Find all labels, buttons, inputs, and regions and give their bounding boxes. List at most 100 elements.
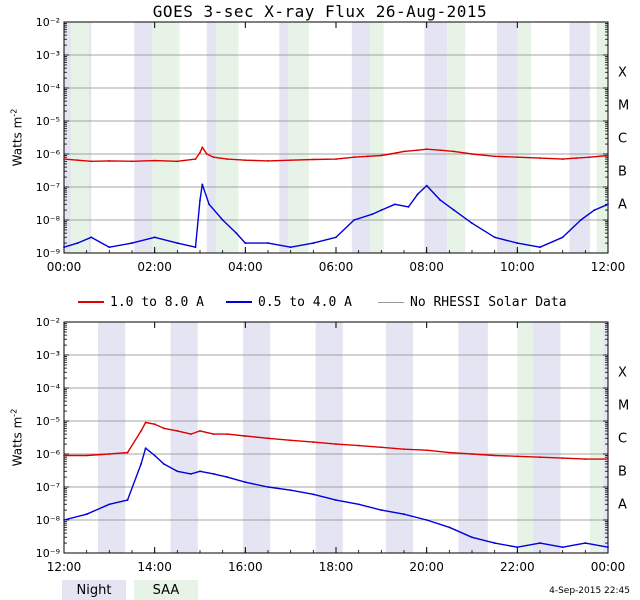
y-tick-label: 10⁻⁶ — [36, 148, 61, 161]
night-band — [351, 22, 370, 253]
point-short — [312, 242, 315, 244]
saa-band — [288, 22, 309, 253]
saa-band — [517, 22, 531, 253]
point-short — [416, 193, 419, 196]
point-long — [63, 454, 65, 457]
point-long — [199, 151, 201, 154]
point-long — [153, 423, 156, 426]
point-short — [176, 470, 179, 473]
night-band — [385, 322, 414, 553]
point-short — [335, 499, 337, 502]
night-band — [603, 322, 608, 553]
y-axis-label-text: Watts m — [10, 416, 25, 467]
legend-swatch-long — [78, 301, 104, 303]
point-long — [516, 156, 519, 159]
timestamp: 4-Sep-2015 22:45 — [549, 586, 630, 596]
night-key: Night — [62, 580, 126, 600]
point-long — [471, 153, 473, 155]
point-short — [226, 476, 229, 478]
x-tick-label: 00:00 — [591, 560, 626, 574]
point-long — [194, 158, 197, 161]
point-long — [212, 433, 215, 436]
x-tick-label: 22:00 — [500, 560, 535, 574]
night-band — [98, 322, 126, 553]
point-long — [516, 455, 519, 458]
point-long — [205, 153, 208, 155]
x-tick-label: 04:00 — [228, 260, 263, 274]
legend-item-gray: No RHESSI Solar Data — [378, 292, 567, 312]
point-short — [584, 542, 587, 544]
point-short — [516, 546, 519, 549]
point-long — [289, 439, 292, 442]
point-short — [448, 526, 451, 529]
point-long — [108, 453, 111, 455]
saa-band — [589, 322, 604, 553]
point-short — [335, 236, 337, 239]
saa-key: SAA — [134, 580, 198, 600]
point-short — [153, 454, 156, 457]
saa-band — [517, 322, 534, 553]
point-short — [108, 246, 111, 249]
class-label: A — [618, 498, 627, 513]
point-short — [212, 472, 215, 475]
night-band — [569, 22, 590, 253]
point-long — [153, 159, 156, 162]
point-long — [389, 153, 392, 155]
y-tick-label: 10⁻⁶ — [36, 448, 61, 461]
y-tick-label: 10⁻⁸ — [36, 514, 61, 527]
point-short — [539, 246, 541, 249]
class-label: C — [618, 132, 627, 147]
point-long — [584, 458, 587, 461]
night-band — [496, 22, 518, 253]
point-short — [208, 203, 210, 206]
point-long — [267, 159, 269, 162]
y-tick-label: 10⁻² — [36, 316, 60, 329]
point-long — [439, 149, 442, 152]
point-long — [452, 150, 455, 153]
point-long — [607, 458, 609, 461]
y-tick-label: 10⁻⁹ — [36, 547, 60, 560]
x-tick-label: 14:00 — [137, 560, 172, 574]
point-short — [607, 203, 609, 206]
x-tick-label: 16:00 — [228, 560, 263, 574]
legend-item-short: 0.5 to 4.0 A — [226, 292, 352, 312]
night-band — [170, 322, 198, 553]
y-tick-label: 10⁻⁵ — [36, 115, 60, 128]
x-tick-label: 18:00 — [319, 560, 354, 574]
point-short — [201, 183, 204, 186]
x-tick-label: 20:00 — [409, 560, 444, 574]
chart-title: GOES 3-sec X-ray Flux 26-Aug-2015 — [152, 2, 488, 21]
point-short — [194, 246, 197, 249]
point-short — [90, 236, 93, 239]
saa-key-label: SAA — [152, 582, 180, 598]
point-short — [267, 486, 269, 488]
x-tick-label: 12:00 — [591, 260, 626, 274]
x-tick-label: 12:00 — [47, 560, 82, 574]
point-long — [357, 444, 360, 447]
y-tick-label: 10⁻² — [36, 16, 60, 29]
point-long — [335, 443, 337, 445]
point-long — [176, 160, 179, 163]
point-long — [226, 433, 229, 436]
point-short — [199, 470, 201, 473]
point-short — [244, 481, 247, 484]
class-label: M — [618, 399, 629, 414]
top-panel: 10⁻⁹ 10⁻⁸ 10⁻⁷ 10⁻⁶ 10⁻⁵ 10⁻⁴ 10⁻³ 10⁻² A B C M X 00:… — [36, 16, 629, 274]
point-long — [90, 160, 93, 163]
point-long — [353, 156, 356, 159]
point-long — [201, 146, 204, 149]
point-long — [416, 149, 419, 152]
point-short — [289, 489, 292, 492]
saa-band — [596, 22, 608, 253]
point-long — [312, 441, 315, 443]
point-long — [607, 154, 609, 157]
night-band — [315, 322, 343, 553]
point-long — [493, 155, 496, 158]
point-long — [335, 158, 337, 161]
point-long — [244, 159, 247, 162]
point-short — [561, 546, 564, 549]
point-short — [353, 219, 356, 221]
saa-band — [70, 22, 89, 253]
point-short — [493, 542, 496, 544]
point-short — [235, 232, 238, 235]
